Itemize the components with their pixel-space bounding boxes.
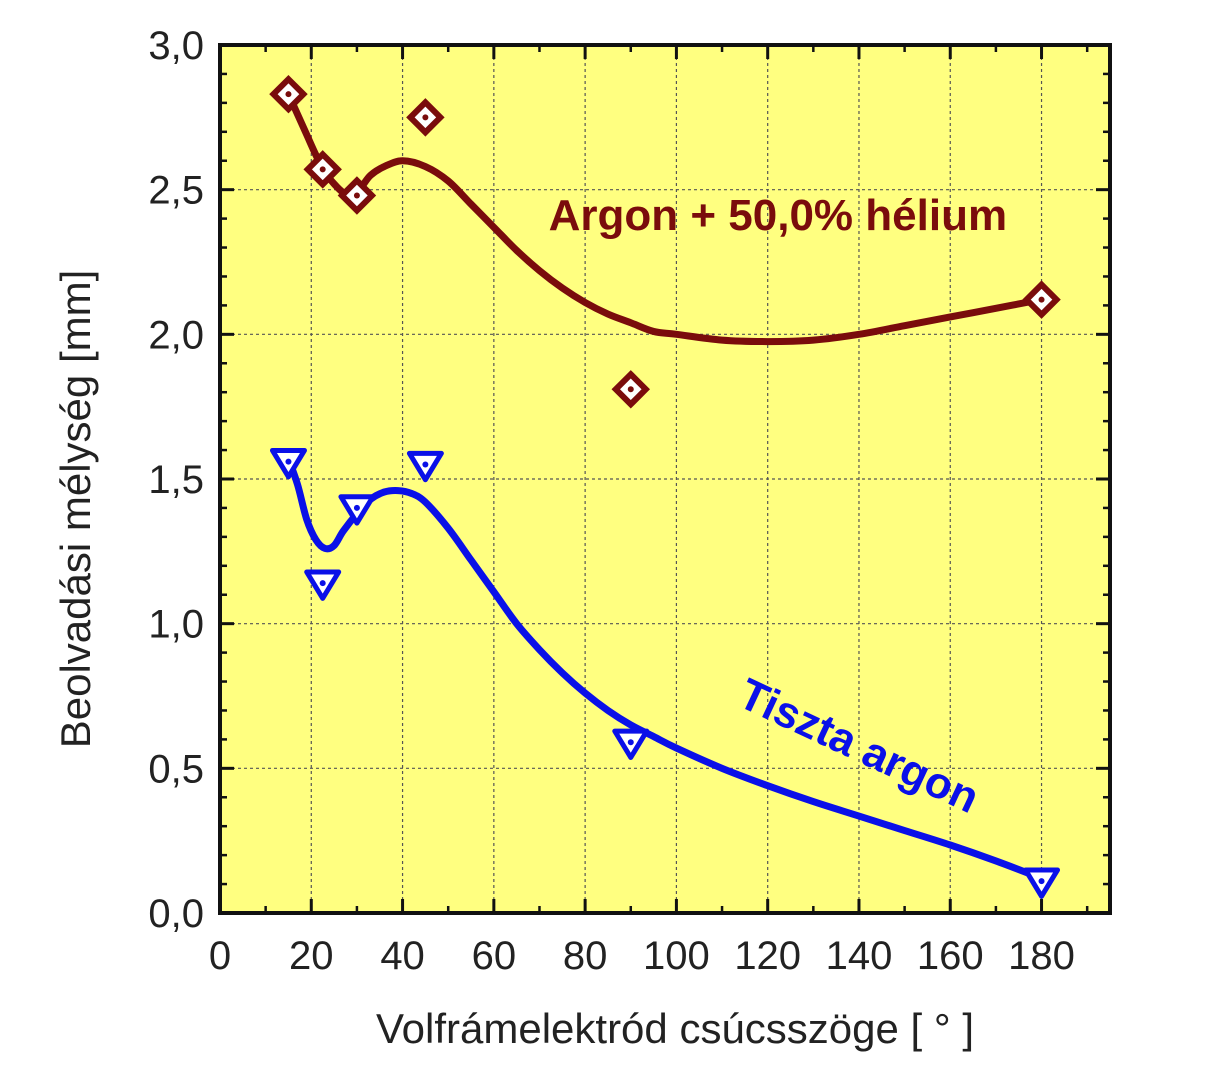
series-1-point-center: [1038, 878, 1045, 885]
y-tick-label: 0,0: [148, 892, 204, 936]
series-1-fit-curve: [284, 455, 1046, 882]
x-tick-label: 180: [1008, 934, 1075, 978]
y-tick-label: 1,0: [148, 603, 204, 647]
x-tick-label: 100: [643, 934, 710, 978]
data-points: [269, 74, 1061, 899]
y-tick-label: 1,5: [148, 458, 204, 502]
y-tick-label: 0,5: [148, 747, 204, 791]
series-1-point-center: [422, 461, 429, 468]
series-0-fit-curve: [284, 90, 1046, 346]
x-tick-label: 120: [734, 934, 801, 978]
x-tick-label: 140: [826, 934, 893, 978]
series-1-point-center: [319, 580, 326, 587]
series-0-point-center: [353, 192, 360, 199]
x-axis-label: Volfrámelektród csúcsszöge [ ° ]: [376, 1005, 974, 1052]
series-label-0: Argon + 50,0% hélium: [549, 191, 1007, 240]
series-0-point-center: [285, 91, 292, 98]
y-axis-label: Beolvadási mélység [mm]: [52, 270, 99, 749]
series-0-point-center: [1038, 296, 1045, 303]
x-tick-label: 40: [380, 934, 425, 978]
x-tick-label: 80: [563, 934, 608, 978]
series-0-point-center: [627, 386, 634, 393]
ticks: 0 20 40 60 80 100 120 140 160 180 0,0 0,5 1,0 1,5 2,0 2…: [148, 24, 1110, 978]
y-tick-label: 2,5: [148, 169, 204, 213]
x-tick-label: 0: [209, 934, 231, 978]
series-1-point-center: [353, 504, 360, 511]
y-tick-label: 2,0: [148, 313, 204, 357]
fit-curves: [284, 90, 1046, 882]
series-0-point-center: [319, 166, 326, 173]
series-0-point-center: [422, 114, 429, 121]
x-tick-label: 60: [472, 934, 517, 978]
series-1-point-center: [285, 458, 292, 465]
y-tick-label: 3,0: [148, 24, 204, 68]
x-tick-label: 160: [917, 934, 984, 978]
series-1-point-center: [627, 739, 634, 746]
x-tick-label: 20: [289, 934, 334, 978]
